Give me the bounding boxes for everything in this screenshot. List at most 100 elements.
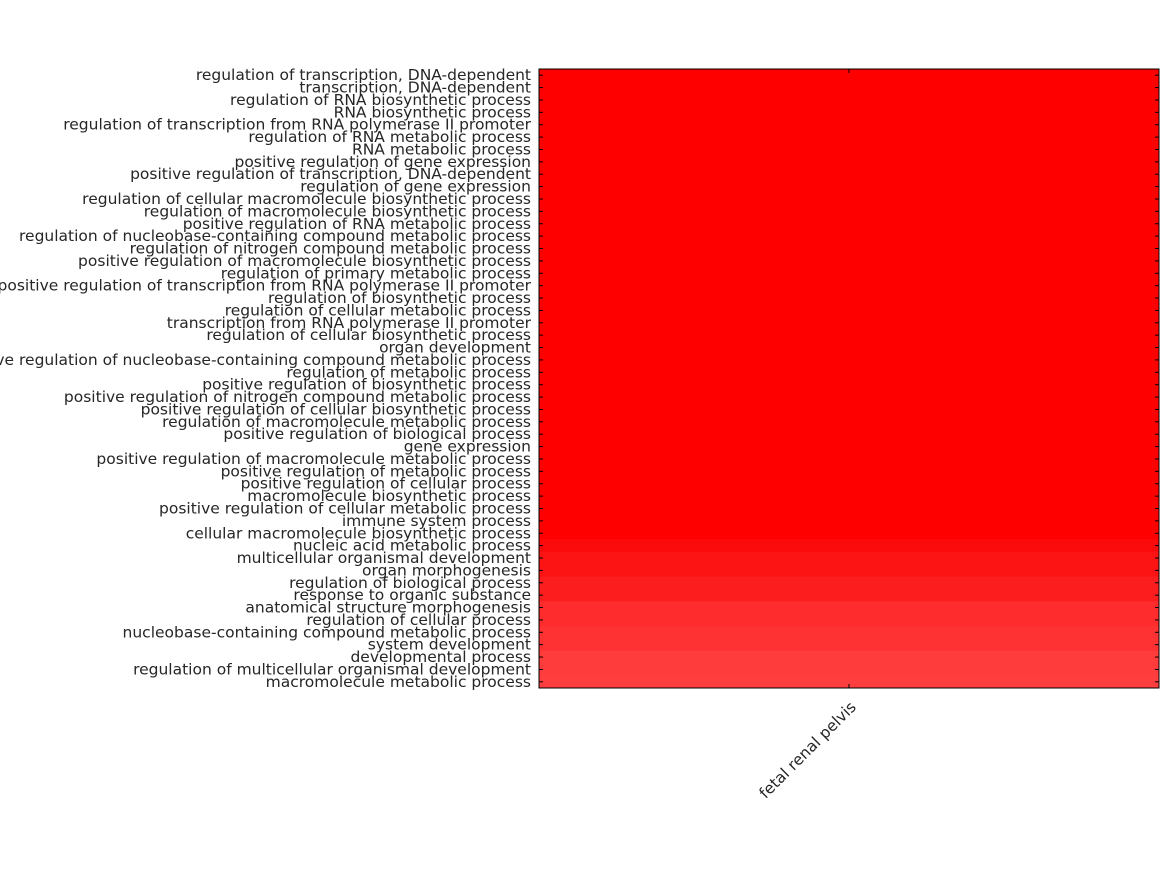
heatmap-cell — [539, 366, 1160, 379]
y-tick-label: regulation of transcription from RNA pol… — [63, 116, 531, 134]
heatmap-cell — [539, 663, 1160, 677]
heatmap-cell — [539, 316, 1160, 330]
y-tick-label: organ development — [379, 339, 531, 357]
y-tick-label: positive regulation of metabolic process — [221, 462, 531, 480]
y-tick-label: regulation of macromolecule biosynthetic… — [144, 202, 531, 220]
plot-frame — [538, 68, 1160, 689]
y-tick-label: nucleobase-containing compound metabolic… — [123, 623, 531, 641]
y-tick-label: regulation of cellular biosynthetic proc… — [206, 326, 531, 344]
heatmap-cell — [539, 143, 1160, 157]
y-tick-label: gene expression — [404, 438, 531, 456]
heatmap-cell — [539, 279, 1160, 293]
heatmap-cell — [539, 378, 1160, 392]
heatmap-cell — [539, 440, 1160, 454]
heatmap-cell — [539, 675, 1160, 689]
y-tick-label: response to organic substance — [293, 586, 531, 604]
heatmap-cell — [539, 328, 1160, 342]
y-tick-label: nucleic acid metabolic process — [293, 537, 531, 555]
y-tick-label: transcription from RNA polymerase II pro… — [167, 314, 532, 332]
y-tick-label: positive regulation of biosynthetic proc… — [202, 376, 531, 394]
y-tick-label: RNA biosynthetic process — [334, 103, 531, 121]
x-tick-label: fetal renal pelvis — [756, 698, 860, 802]
heatmap-cell — [539, 514, 1160, 528]
y-tick-label: anatomical structure morphogenesis — [245, 599, 531, 617]
y-tick-label: positive regulation of macromolecule met… — [96, 450, 531, 468]
y-tick-label: cellular macromolecule biosynthetic proc… — [186, 524, 531, 542]
y-tick-label: immune system process — [342, 512, 531, 530]
heatmap-cell — [539, 601, 1160, 615]
y-tick-label: positive regulation of RNA metabolic pro… — [183, 215, 531, 233]
heatmap-cell — [539, 477, 1160, 491]
heatmap-cell — [539, 564, 1160, 578]
heatmap-cell — [539, 192, 1160, 206]
heatmap-cell — [539, 390, 1160, 404]
y-tick-label: positive regulation of cellular process — [241, 475, 531, 493]
y-tick-label: transcription, DNA-dependent — [299, 79, 531, 97]
heatmap-cell — [539, 69, 1160, 82]
heatmap-cell — [539, 613, 1160, 627]
heatmap-cell — [539, 502, 1160, 516]
y-tick-label: positive regulation of transcription fro… — [0, 277, 532, 295]
y-tick-label: regulation of metabolic process — [286, 363, 531, 381]
heatmap-cell — [539, 588, 1160, 602]
heatmap-cell — [539, 576, 1160, 590]
y-tick-label: regulation of primary metabolic process — [221, 264, 531, 282]
heatmap-cell — [539, 465, 1160, 479]
heatmap-cell — [539, 93, 1160, 107]
heatmap-cell — [539, 626, 1160, 639]
y-tick-label: regulation of gene expression — [300, 178, 531, 196]
y-tick-label: regulation of cellular metabolic process — [225, 301, 531, 319]
heatmap-cell — [539, 403, 1160, 417]
y-tick-label: developmental process — [350, 648, 531, 666]
heatmap-cell — [539, 551, 1160, 565]
y-tick-label: macromolecule metabolic process — [266, 673, 531, 691]
heatmap-cell — [539, 650, 1160, 664]
heatmap-cell — [539, 180, 1160, 194]
y-tick-label: regulation of cellular process — [306, 611, 531, 629]
heatmap-cell — [539, 428, 1160, 441]
heatmap-cell — [539, 291, 1160, 305]
y-tick-label: system development — [368, 636, 531, 654]
heatmap-cell — [539, 353, 1160, 367]
heatmap-cell — [539, 452, 1160, 466]
y-tick-label: positive regulation of cellular metaboli… — [159, 499, 531, 517]
y-tick-label: regulation of cellular macromolecule bio… — [82, 190, 531, 208]
heatmap-cell — [539, 539, 1160, 553]
y-tick-label: regulation of RNA metabolic process — [248, 128, 531, 146]
heatmap-cell — [539, 267, 1160, 280]
y-tick-label: positive regulation of macromolecule bio… — [78, 252, 531, 270]
y-tick-label: regulation of multicellular organismal d… — [133, 660, 531, 678]
heatmap-cell — [539, 217, 1160, 231]
y-tick-label: multicellular organismal development — [237, 549, 531, 567]
heatmap-cell — [539, 242, 1160, 256]
heatmap-cell — [539, 81, 1160, 95]
heatmap-cell — [539, 254, 1160, 268]
heatmap-cell — [539, 638, 1160, 652]
heatmap-cell — [539, 304, 1160, 318]
heatmap-cell — [539, 130, 1160, 144]
y-tick-label: regulation of macromolecule metabolic pr… — [162, 413, 531, 431]
heatmap-cell — [539, 415, 1160, 429]
y-tick-label: positive regulation of nucleobase-contai… — [0, 351, 531, 369]
y-tick-label: regulation of transcription, DNA-depende… — [196, 66, 531, 84]
y-tick-label: regulation of biological process — [289, 574, 531, 592]
y-tick-label: positive regulation of transcription, DN… — [130, 165, 531, 183]
y-tick-label: positive regulation of cellular biosynth… — [141, 400, 531, 418]
y-tick-label: regulation of RNA biosynthetic process — [230, 91, 531, 109]
y-tick-label: regulation of nucleobase-containing comp… — [19, 227, 531, 245]
heatmap-cell — [539, 489, 1160, 503]
y-tick-label: regulation of biosynthetic process — [268, 289, 531, 307]
y-tick-label: positive regulation of gene expression — [234, 153, 531, 171]
heatmap-cell — [539, 341, 1160, 355]
heatmap-cell — [539, 168, 1160, 181]
heatmap-cell — [539, 205, 1160, 219]
heatmap-cell — [539, 155, 1160, 169]
y-tick-label: regulation of nitrogen compound metaboli… — [130, 240, 531, 258]
heatmap-cell — [539, 106, 1160, 120]
heatmap-cell — [539, 527, 1160, 540]
y-tick-label: positive regulation of biological proces… — [223, 425, 531, 443]
y-tick-label: macromolecule biosynthetic process — [247, 487, 531, 505]
y-tick-label: organ morphogenesis — [362, 561, 531, 579]
heatmap-cell — [539, 229, 1160, 243]
